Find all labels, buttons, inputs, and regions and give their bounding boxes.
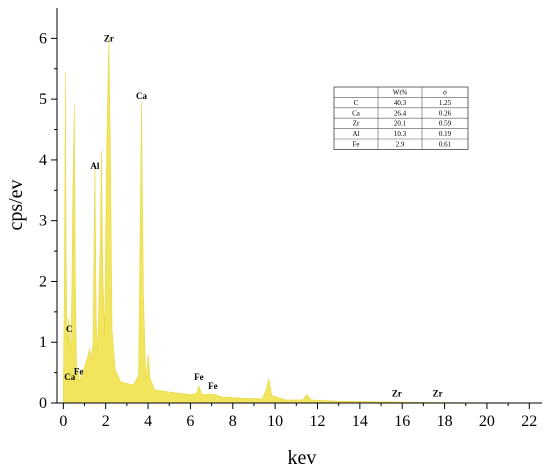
table-cell: Al xyxy=(353,130,360,138)
x-tick-label: 22 xyxy=(521,413,537,430)
x-tick-label: 2 xyxy=(102,413,110,430)
table-cell: Zr xyxy=(353,120,360,128)
y-tick-label: 2 xyxy=(39,273,47,290)
table-cell: 0.59 xyxy=(439,120,452,128)
peak-label-al: Al xyxy=(90,161,99,171)
y-tick-label: 6 xyxy=(39,30,47,47)
peak-label-ca: Ca xyxy=(64,372,75,382)
x-tick-label: 0 xyxy=(59,413,67,430)
table-cell: C xyxy=(354,99,359,107)
x-tick-label: 8 xyxy=(229,413,237,430)
peak-label-zr: Zr xyxy=(392,388,402,398)
x-tick-label: 14 xyxy=(352,413,368,430)
x-tick-label: 20 xyxy=(479,413,495,430)
peak-label-ca: Ca xyxy=(136,91,147,101)
x-tick-label: 4 xyxy=(144,413,152,430)
peak-label-fe: Fe xyxy=(194,372,204,382)
table-cell: 40.3 xyxy=(394,99,407,107)
y-axis-title: cps/ev xyxy=(5,179,27,230)
peak-label-zr: Zr xyxy=(433,388,443,398)
y-tick-label: 3 xyxy=(39,213,47,230)
x-tick-label: 10 xyxy=(267,413,283,430)
x-tick-label: 16 xyxy=(394,413,410,430)
table-header-cell: σ xyxy=(443,88,447,96)
peak-label-fe: Fe xyxy=(208,381,218,391)
x-tick-label: 18 xyxy=(437,413,453,430)
peak-label-zr: Zr xyxy=(104,33,114,43)
table-header-cell: Wt% xyxy=(393,88,408,96)
table-cell: 1.25 xyxy=(439,99,452,107)
x-tick-label: 6 xyxy=(186,413,194,430)
spectrum-area xyxy=(63,38,543,404)
table-cell: 0.19 xyxy=(439,130,452,138)
y-tick-label: 5 xyxy=(39,91,47,108)
table-cell: 0.61 xyxy=(439,140,452,148)
x-tick-label: 12 xyxy=(310,413,326,430)
y-tick-label: 4 xyxy=(39,152,47,169)
table-cell: 26.4 xyxy=(394,109,407,117)
table-cell: 10.3 xyxy=(394,130,407,138)
y-tick-label: 0 xyxy=(39,395,47,412)
peak-label-c: C xyxy=(66,324,73,334)
x-axis-title: kev xyxy=(288,447,317,469)
peak-label-fe: Fe xyxy=(74,366,84,376)
table-cell: Fe xyxy=(353,140,360,148)
table-cell: Ca xyxy=(352,109,361,117)
table-cell: 0.26 xyxy=(439,109,452,117)
table-cell: 20.1 xyxy=(394,120,407,128)
table-cell: 2.9 xyxy=(396,140,405,148)
spectrum-fill xyxy=(63,38,543,404)
composition-table: Wt% σ C 40.3 1.25 Ca 26.4 0.26 Zr 20.1 0.59 Al 10.3 0… xyxy=(333,86,469,150)
y-tick-label: 1 xyxy=(39,334,47,351)
